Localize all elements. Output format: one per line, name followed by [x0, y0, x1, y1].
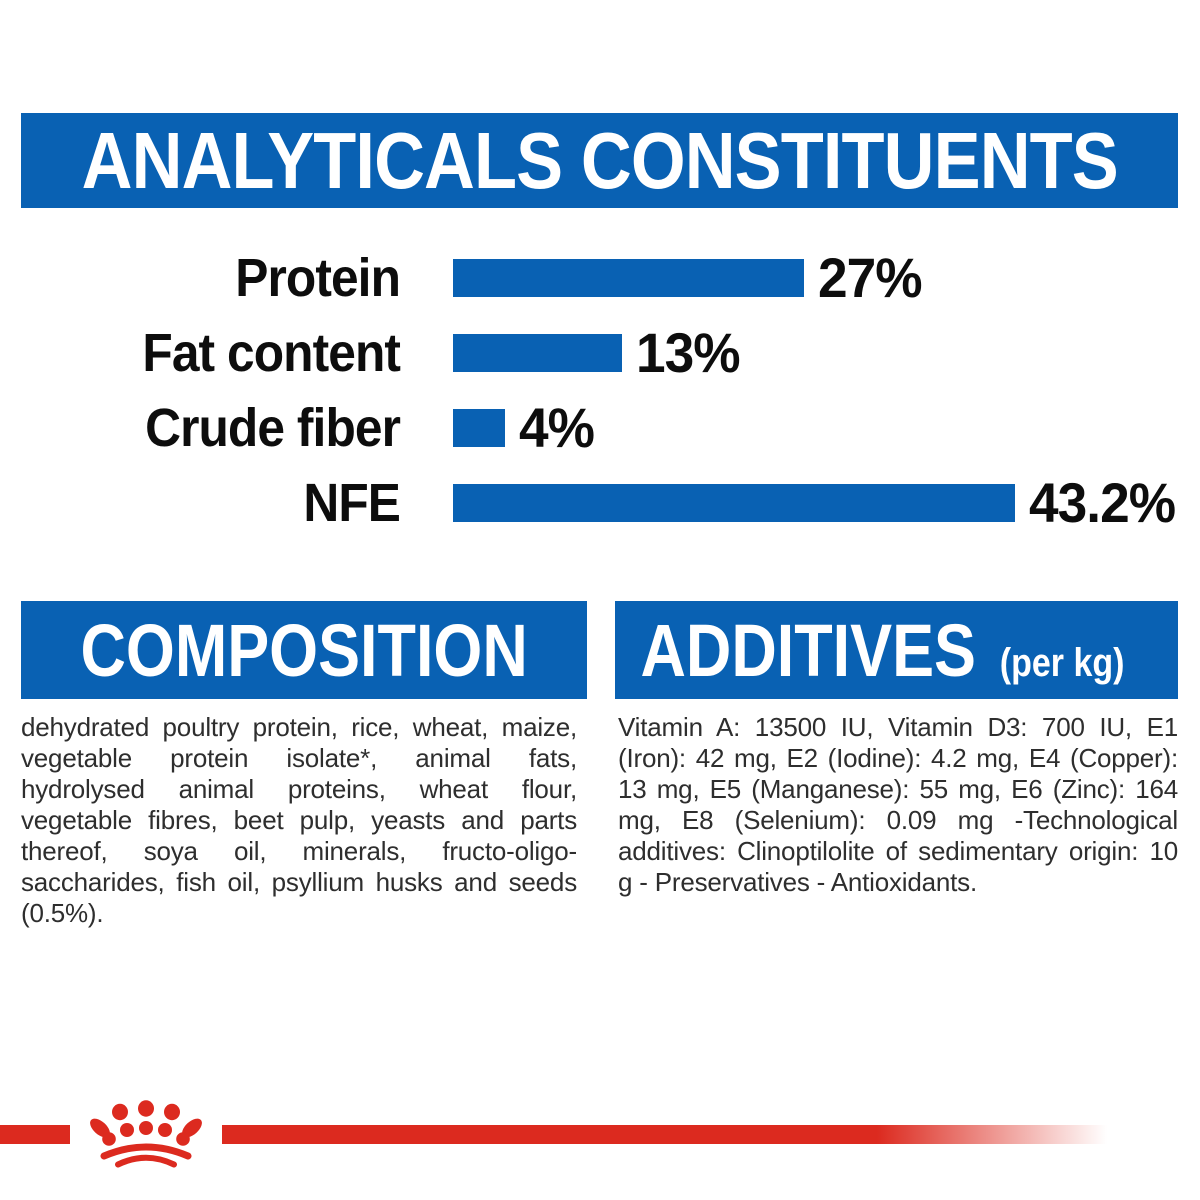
chart-category-label: NFE: [303, 472, 401, 533]
brand-divider-line-left: [0, 1125, 70, 1144]
composition-title: COMPOSITION: [80, 608, 528, 692]
chart-row-crude-fiber: Crude fiber 4%: [0, 390, 1200, 465]
analyticals-title: ANALYTICALS CONSTITUENTS: [81, 115, 1118, 205]
additives-unit-label: (per kg): [999, 640, 1125, 685]
chart-value-label: 27%: [818, 246, 923, 309]
additives-title: ADDITIVES: [640, 608, 977, 692]
chart-bar: [453, 258, 804, 297]
chart-value-label: 4%: [519, 396, 595, 459]
chart-bar: [453, 408, 505, 447]
composition-banner: COMPOSITION: [21, 601, 587, 699]
chart-bar: [453, 333, 622, 372]
chart-row-nfe: NFE 43.2%: [0, 465, 1200, 540]
chart-category-label: Fat content: [142, 322, 401, 383]
additives-text: Vitamin A: 13500 IU, Vitamin D3: 700 IU,…: [618, 712, 1178, 897]
chart-bar: [453, 483, 1015, 522]
chart-row-protein: Protein 27%: [0, 240, 1200, 315]
royal-canin-paw-logo: [70, 1095, 222, 1175]
brand-divider-line-right: [222, 1125, 1107, 1144]
composition-text: dehydrated poultry protein, rice, wheat,…: [21, 712, 577, 928]
analyticals-banner: ANALYTICALS CONSTITUENTS: [21, 113, 1178, 208]
additives-banner: ADDITIVES (per kg): [615, 601, 1178, 699]
chart-category-label: Crude fiber: [145, 397, 401, 458]
analytical-constituents-chart: Protein 27% Fat content 13% Crude fiber 4% NFE…: [0, 240, 1200, 540]
chart-value-label: 43.2%: [1028, 471, 1176, 534]
chart-value-label: 13%: [636, 321, 741, 384]
chart-category-label: Protein: [235, 247, 401, 308]
chart-row-fat-content: Fat content 13%: [0, 315, 1200, 390]
paw-crown-icon: [90, 1100, 202, 1168]
